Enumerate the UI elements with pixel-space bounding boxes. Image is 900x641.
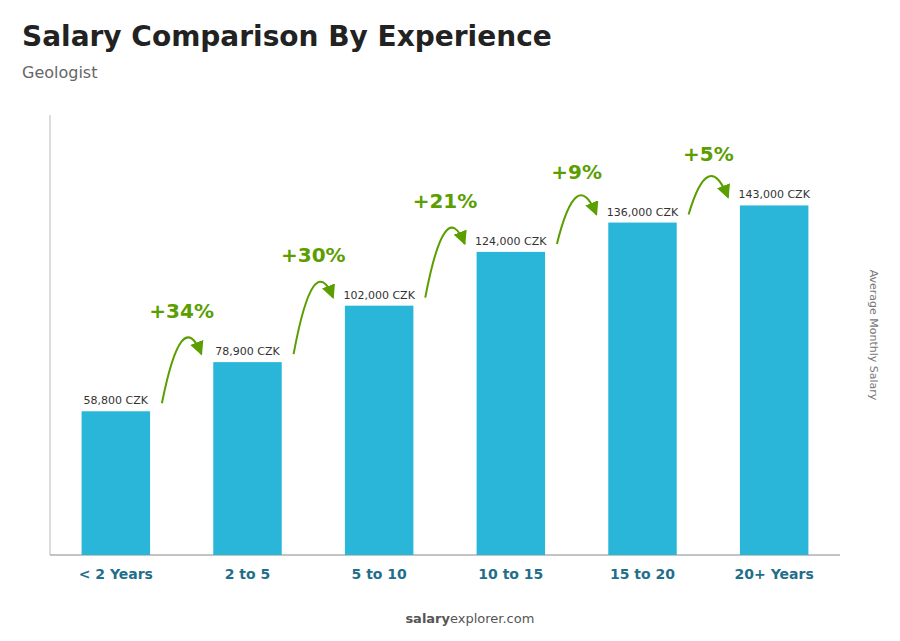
data-label: 143,000 CZK	[738, 188, 810, 201]
x-tick-label: 10 to 15	[478, 566, 543, 582]
x-tick-label: 20+ Years	[735, 566, 814, 582]
change-arrow	[689, 176, 729, 214]
y-axis-line	[50, 115, 51, 555]
change-arrow	[557, 195, 597, 244]
change-arrow	[425, 228, 465, 298]
x-axis-line	[50, 555, 840, 556]
watermark-normal: explorer.com	[450, 611, 534, 626]
data-label: 78,900 CZK	[215, 345, 280, 358]
bar	[740, 205, 808, 555]
data-label: 102,000 CZK	[343, 289, 415, 302]
chart-container: Salary Comparison By Experience Geologist…	[0, 0, 900, 641]
title: Salary Comparison By Experience	[22, 20, 552, 53]
change-annotation: +5%	[683, 142, 734, 166]
y-axis-label: Average Monthly Salary	[867, 270, 880, 401]
change-annotation: +30%	[281, 243, 346, 267]
bar	[345, 306, 413, 555]
bars	[82, 205, 809, 555]
data-label: 124,000 CZK	[475, 235, 547, 248]
change-annotation: +34%	[149, 299, 214, 323]
bar	[82, 411, 150, 555]
bar	[213, 362, 281, 555]
x-tick-label: 5 to 10	[352, 566, 408, 582]
data-label: 58,800 CZK	[84, 394, 149, 407]
x-tick-label: < 2 Years	[79, 566, 153, 582]
bar	[477, 252, 545, 555]
bar	[608, 223, 676, 555]
chart: Salary Comparison By Experience Geologist…	[0, 0, 900, 641]
change-annotation: +21%	[413, 189, 478, 213]
data-label: 136,000 CZK	[607, 206, 679, 219]
subtitle: Geologist	[22, 63, 97, 82]
watermark-bold: salary	[405, 611, 450, 626]
change-annotation: +9%	[551, 160, 602, 184]
change-arrow	[162, 337, 202, 403]
change-arrow	[294, 282, 334, 354]
x-tick-label: 2 to 5	[225, 566, 271, 582]
x-tick-label: 15 to 20	[610, 566, 675, 582]
